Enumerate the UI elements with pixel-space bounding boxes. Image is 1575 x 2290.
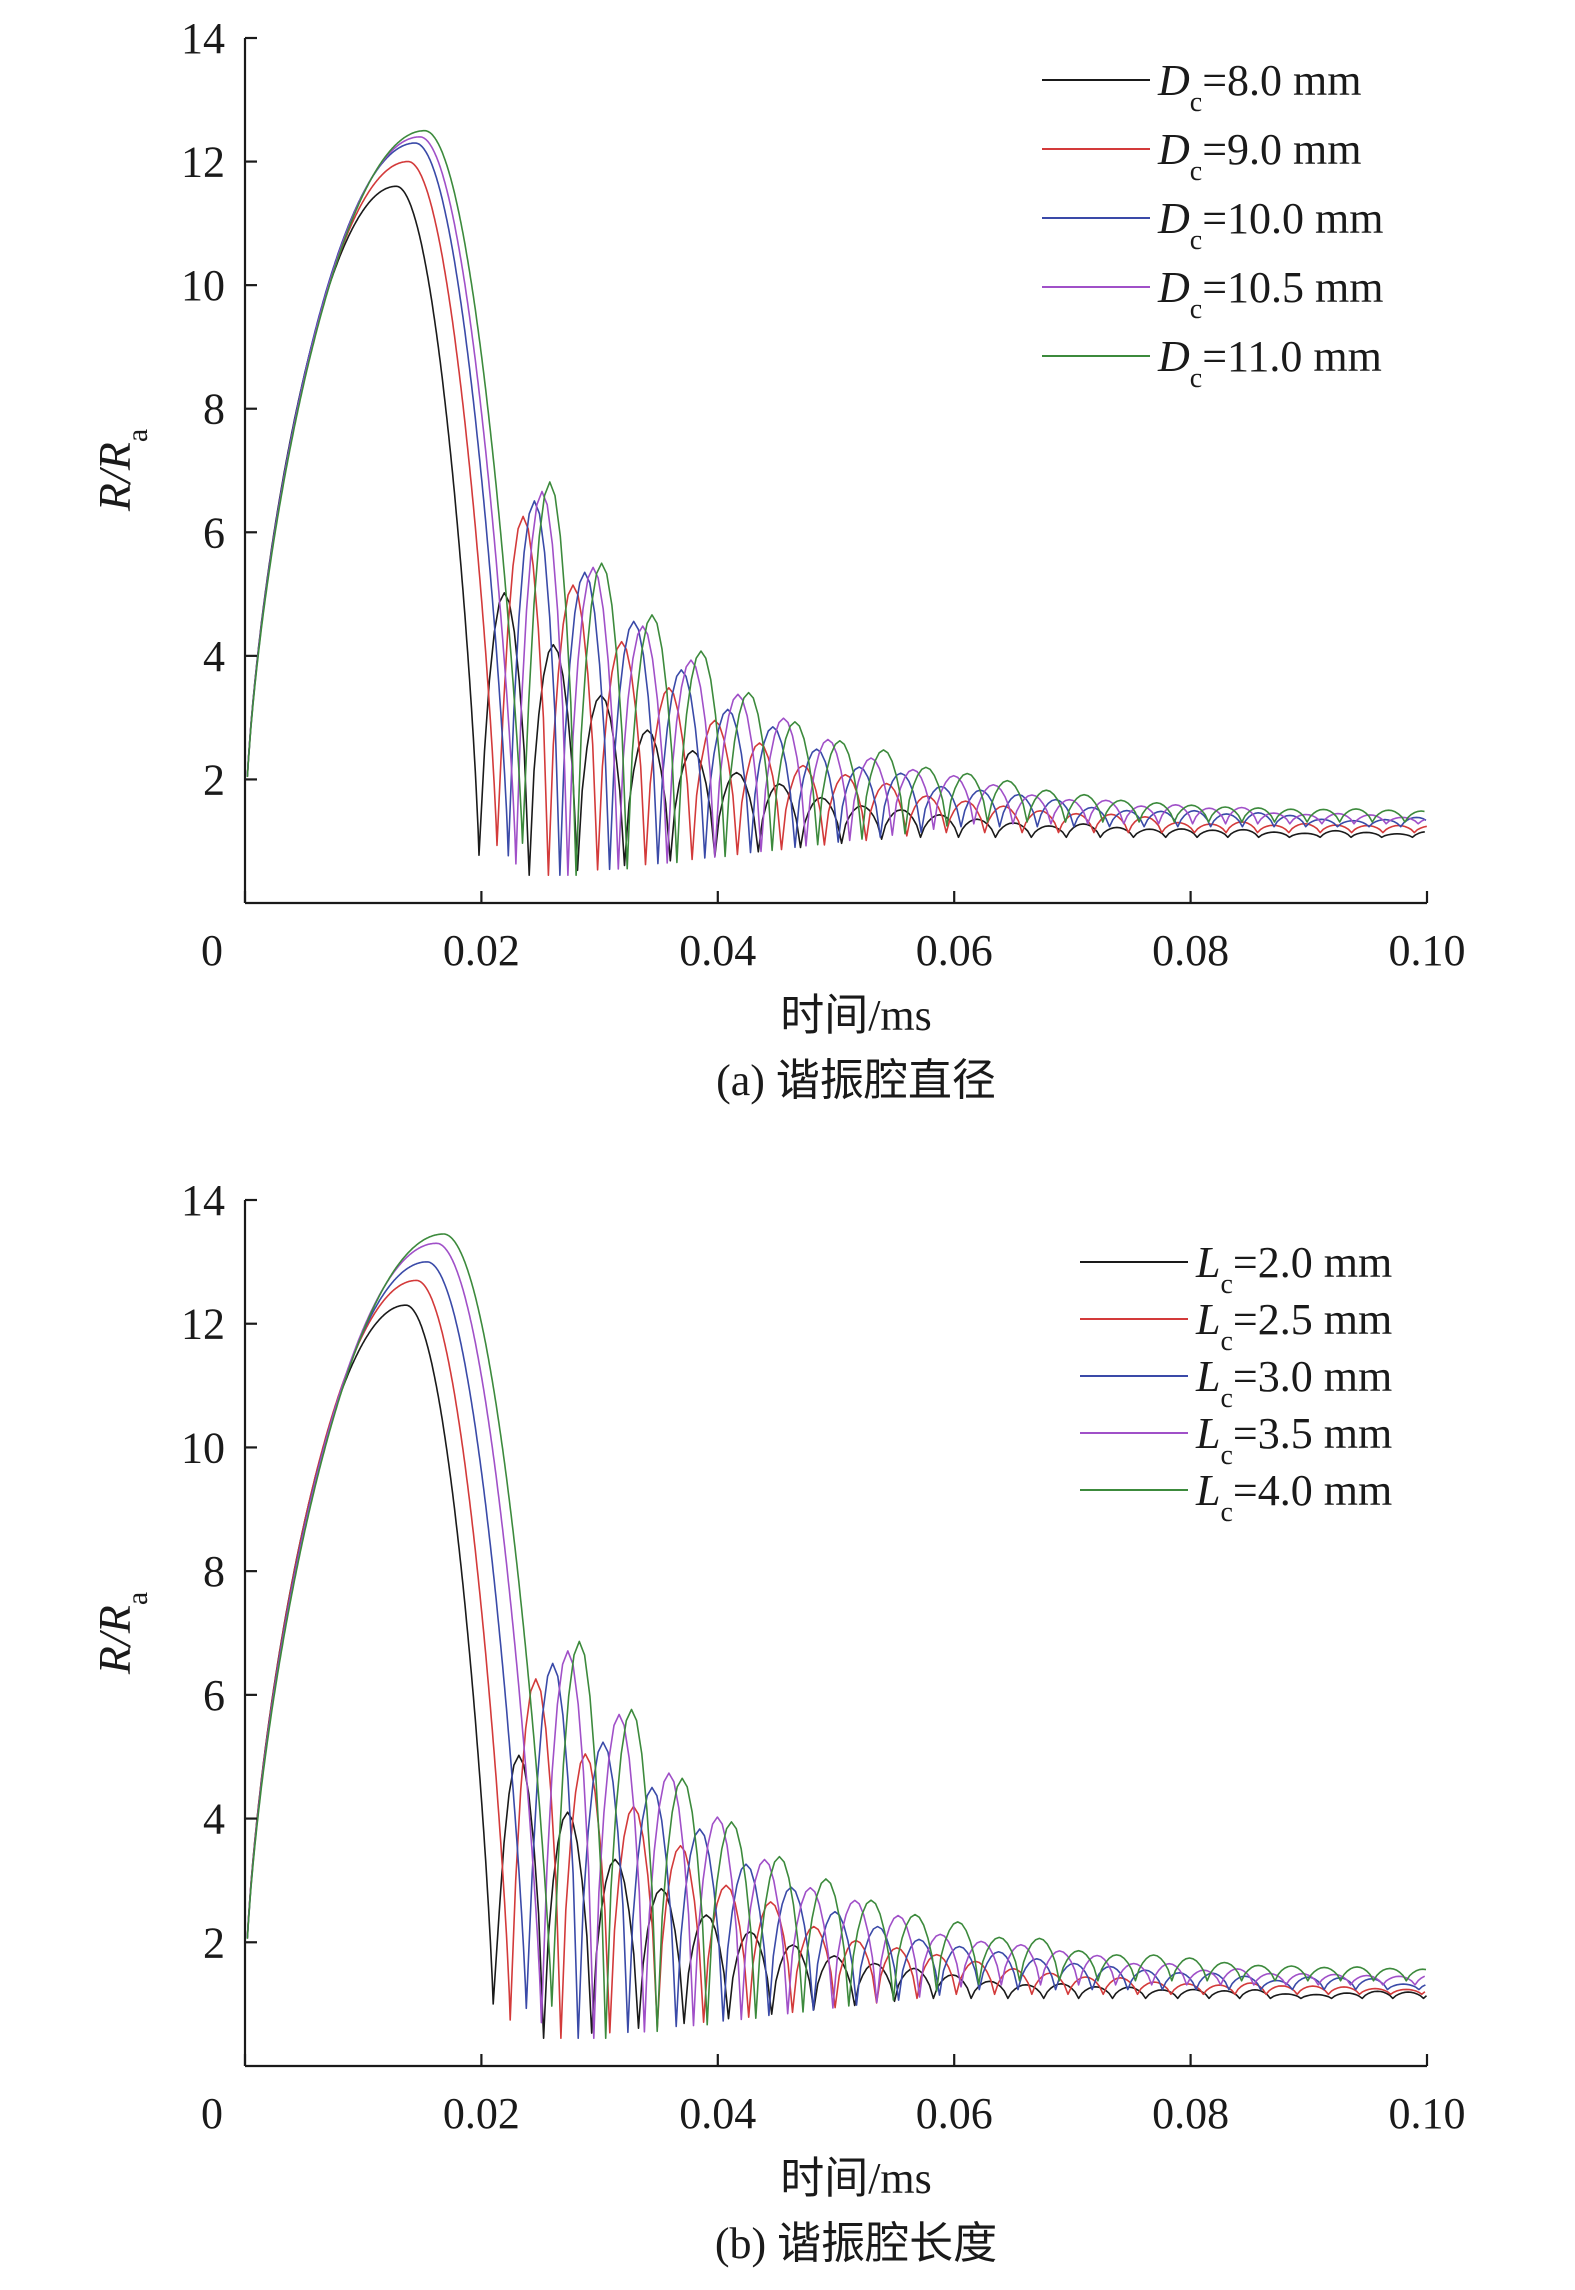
chart-panel-b: 0 0.02 0.04 0.06 0.08 0.10 2 4 6 8 10 12 14 R/Ra 时间/ms… [89, 1176, 1466, 2268]
y-tick-label: 14 [181, 1176, 225, 1225]
y-tick-label: 6 [203, 508, 225, 557]
chart-panel-a: 0 0.02 0.04 0.06 0.08 0.10 2 4 6 8 10 12 14 R/Ra 时间/ms… [89, 14, 1466, 1105]
y-tick-label: 14 [181, 14, 225, 63]
x-tick-label: 0.10 [1389, 926, 1466, 975]
x-tick-label: 0.08 [1152, 2089, 1229, 2138]
legend-label-4: Dc=10.5 mm [1157, 263, 1383, 325]
series-line-3 [246, 142, 1427, 876]
x-tick-label: 0.02 [443, 2089, 520, 2138]
legend-label-5: Dc=11.0 mm [1157, 332, 1382, 394]
y-tick-label: 6 [203, 1671, 225, 1720]
y-tick-label: 2 [203, 1918, 225, 1967]
figure-caption: (a) 谐振腔直径 [716, 1056, 996, 1105]
x-tick-label: 0.08 [1152, 926, 1229, 975]
legend: Dc=8.0 mm Dc=9.0 mm Dc=10.0 mm Dc=10.5 mm Dc… [1042, 56, 1383, 394]
series-line-5 [246, 129, 1425, 876]
y-tick-label: 2 [203, 755, 225, 804]
legend-label-2: Lc=2.5 mm [1195, 1295, 1392, 1357]
x-tick-label: 0.02 [443, 926, 520, 975]
y-tick-label: 4 [203, 632, 225, 681]
y-tick-label: 10 [181, 261, 225, 310]
y-axis-label: R/Ra [89, 1592, 154, 1675]
y-tick-label: 12 [181, 138, 225, 187]
x-tick-label: 0 [201, 926, 223, 975]
legend-label-2: Dc=9.0 mm [1157, 125, 1361, 187]
x-tick-label: 0 [201, 2089, 223, 2138]
y-tick-label: 12 [181, 1300, 225, 1349]
legend-label-4: Lc=3.5 mm [1195, 1409, 1392, 1471]
series-line-5 [246, 1233, 1427, 2039]
legend-label-5: Lc=4.0 mm [1195, 1466, 1392, 1528]
x-axis-label: 时间/ms [780, 2154, 932, 2203]
series-group [246, 1233, 1428, 2039]
y-tick-label: 10 [181, 1423, 225, 1472]
series-group [246, 129, 1427, 876]
series-line-4 [246, 1242, 1426, 2039]
legend-label-1: Lc=2.0 mm [1195, 1238, 1392, 1300]
y-tick-label: 8 [203, 385, 225, 434]
x-tick-label: 0.10 [1389, 2089, 1466, 2138]
y-axis-label: R/Ra [89, 429, 154, 512]
figure-caption: (b) 谐振腔长度 [715, 2219, 997, 2268]
x-tick-label: 0.04 [679, 2089, 756, 2138]
x-tick-label: 0.06 [916, 2089, 993, 2138]
x-tick-label: 0.06 [916, 926, 993, 975]
legend-label-1: Dc=8.0 mm [1157, 56, 1361, 118]
x-axis-label: 时间/ms [780, 991, 932, 1040]
x-tick-label: 0.04 [679, 926, 756, 975]
y-tick-label: 4 [203, 1795, 225, 1844]
y-tick-label: 8 [203, 1547, 225, 1596]
series-line-4 [246, 136, 1425, 876]
legend-label-3: Lc=3.0 mm [1195, 1352, 1392, 1414]
legend-label-3: Dc=10.0 mm [1157, 194, 1383, 256]
